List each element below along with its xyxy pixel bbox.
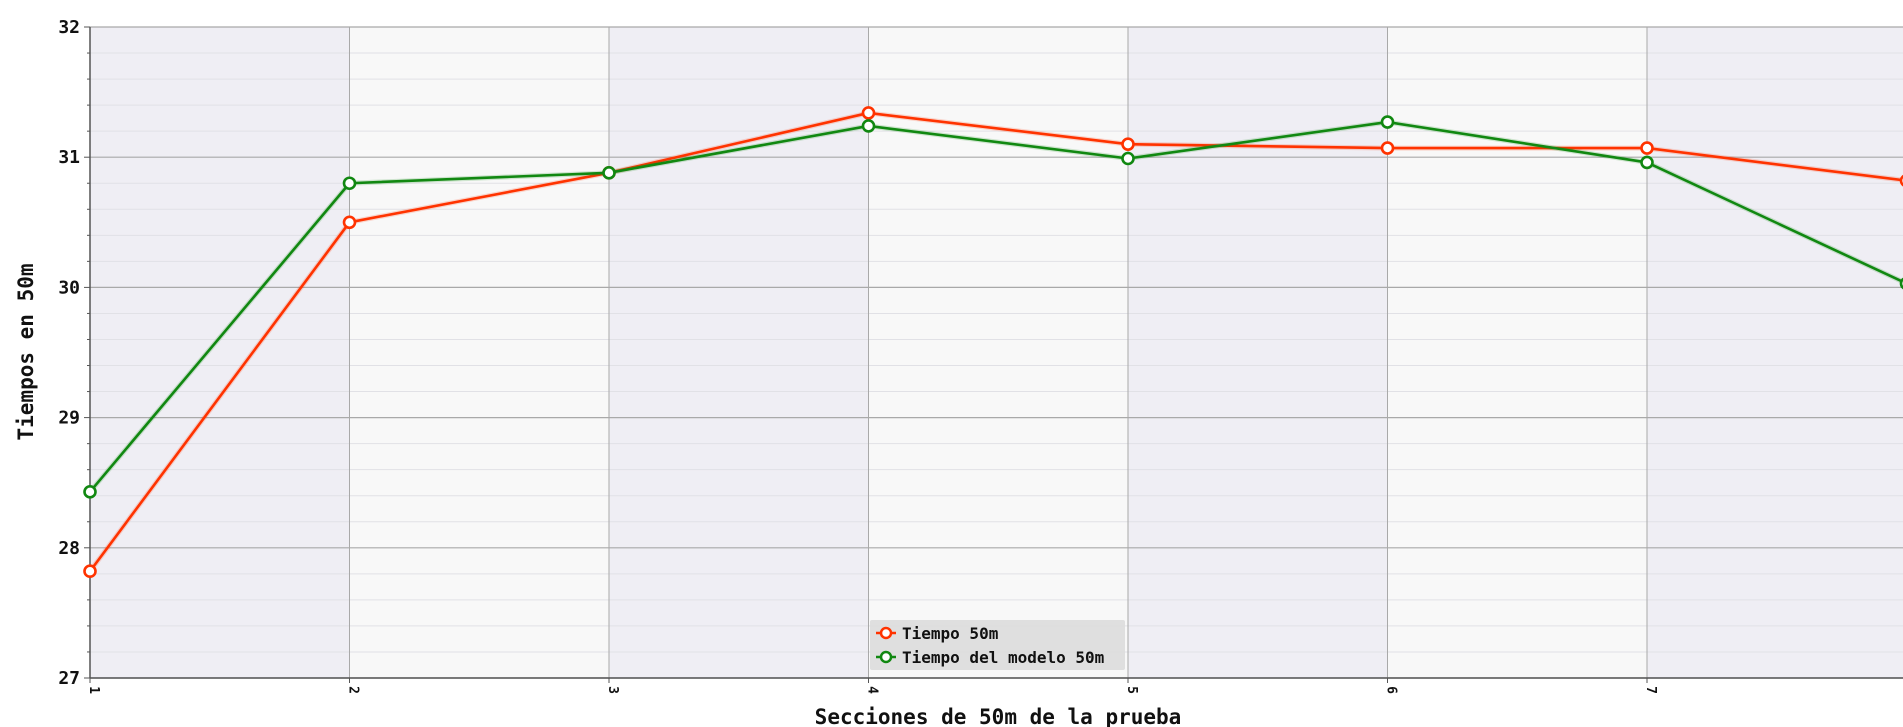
data-point	[1380, 141, 1395, 155]
y-tick-label: 27	[58, 668, 80, 689]
background-band	[1387, 27, 1647, 678]
y-tick-label: 31	[58, 147, 80, 168]
grid-lines	[89, 26, 1903, 679]
series-line	[88, 111, 1903, 573]
data-point	[602, 166, 616, 180]
data-point	[1640, 155, 1654, 170]
y-tick-label: 32	[58, 17, 80, 38]
data-point	[1380, 115, 1395, 129]
background-band	[868, 27, 1128, 678]
legend-label: Tiempo del modelo 50m	[902, 648, 1105, 667]
y-tick-label: 28	[58, 538, 80, 559]
data-point	[83, 564, 97, 579]
plot-background-bands	[90, 27, 1903, 678]
series-tiempo-del-modelo-50m	[83, 115, 1903, 499]
x-tick-label: 1	[86, 686, 101, 694]
x-tick-label: 6	[1384, 686, 1399, 694]
legend-swatch-marker	[879, 626, 893, 640]
data-point	[1121, 151, 1135, 166]
background-band	[1128, 27, 1388, 678]
series-tiempo-50m	[83, 106, 1903, 579]
y-tick-label: 30	[58, 277, 80, 298]
data-point	[861, 106, 876, 120]
x-tick-label: 3	[605, 686, 620, 694]
legend-swatch-marker	[879, 650, 893, 664]
series-layer	[83, 106, 1903, 579]
x-tick-label: 5	[1124, 686, 1139, 694]
x-axis-title: Secciones de 50m de la prueba	[815, 705, 1182, 727]
x-tick-label: 4	[865, 686, 880, 694]
legend-label: Tiempo 50m	[902, 624, 999, 643]
legend-entry-tiempo-50m: Tiempo 50m	[876, 624, 999, 643]
data-point	[83, 485, 97, 499]
background-band	[609, 27, 869, 678]
series-line	[89, 120, 1903, 493]
legend: Tiempo 50m Tiempo del modelo 50m	[870, 620, 1125, 670]
tick-labels: 27282930313212345678	[58, 17, 1903, 694]
data-point	[1640, 141, 1654, 155]
data-point	[861, 119, 876, 133]
y-tick-label: 29	[58, 408, 80, 429]
data-point	[342, 176, 357, 191]
background-band	[90, 27, 350, 678]
x-tick-label: 7	[1643, 686, 1658, 694]
legend-entry-tiempo-del-modelo-50m: Tiempo del modelo 50m	[876, 648, 1105, 667]
x-tick-label: 2	[346, 686, 361, 694]
data-point	[342, 215, 357, 230]
y-axis-title: Tiempos en 50m	[14, 263, 38, 440]
legend-box	[870, 620, 1125, 670]
data-point	[1121, 137, 1135, 151]
background-band	[349, 27, 609, 678]
background-band	[1647, 27, 1903, 678]
